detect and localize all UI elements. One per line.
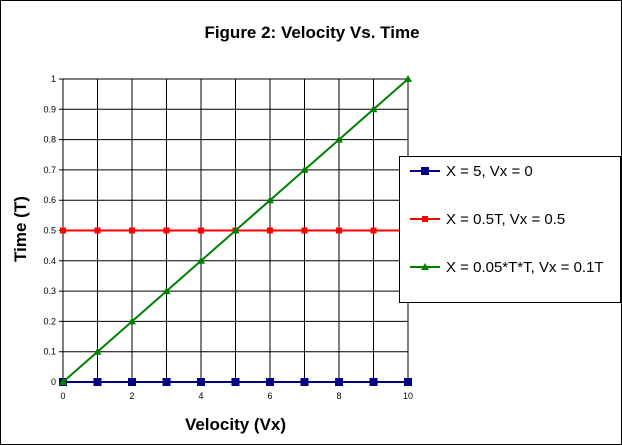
y-axis-label: Time (T)	[11, 196, 30, 262]
data-point	[93, 347, 102, 355]
data-point	[267, 227, 273, 234]
data-point	[369, 378, 378, 386]
y-tick-label: 0.9	[43, 104, 56, 114]
legend-label-1: X = 0.5T, Vx = 0.5	[446, 211, 566, 228]
data-point	[335, 378, 343, 386]
y-tick-label: 0.1	[43, 347, 56, 357]
data-point	[60, 227, 66, 234]
x-axis-label: Velocity (Vx)	[184, 415, 287, 434]
x-tick-label: 0	[60, 391, 65, 401]
data-point	[300, 165, 309, 173]
y-tick-label: 0.8	[43, 135, 56, 145]
legend-marker-0	[410, 167, 440, 175]
data-point	[197, 256, 205, 264]
legend: X = 5, Vx = 0 X = 0.5T, Vx = 0.5 X = 0.0…	[399, 156, 621, 303]
data-point	[404, 75, 412, 82]
data-point	[197, 378, 205, 386]
x-tick-label: 6	[267, 391, 272, 401]
legend-marker-1	[410, 216, 440, 222]
legend-label-0: X = 5, Vx = 0	[446, 163, 533, 180]
data-point	[128, 317, 136, 325]
x-tick-label: 8	[336, 391, 341, 401]
data-point	[129, 227, 135, 234]
data-point	[335, 135, 343, 143]
data-point	[163, 227, 170, 234]
y-tick-label: 0.4	[43, 256, 56, 266]
data-point	[336, 227, 342, 234]
data-point	[128, 378, 136, 386]
y-tick-label: 1	[51, 74, 56, 84]
legend-marker-2	[410, 263, 440, 270]
data-point	[231, 226, 240, 234]
data-point	[300, 378, 309, 386]
data-point	[231, 378, 240, 386]
y-tick-label: 0.2	[43, 316, 56, 326]
data-point	[370, 227, 377, 234]
data-point	[404, 378, 412, 386]
data-point	[59, 378, 67, 385]
data-point	[162, 287, 171, 295]
legend-item-0: X = 5, Vx = 0	[410, 163, 533, 180]
data-point	[94, 227, 101, 234]
data-point	[266, 378, 274, 386]
data-point	[266, 196, 274, 204]
data-point	[369, 105, 378, 113]
y-tick-label: 0	[51, 377, 56, 387]
data-point	[198, 227, 204, 234]
legend-item-1: X = 0.5T, Vx = 0.5	[410, 211, 565, 228]
y-tick-label: 0.3	[43, 286, 56, 296]
x-tick-label: 10	[403, 391, 413, 401]
legend-label-2: X = 0.05*T*T, Vx = 0.1T	[446, 259, 604, 276]
data-point	[93, 378, 102, 386]
x-tick-label: 4	[198, 391, 203, 401]
x-tick-label: 2	[129, 391, 134, 401]
chart-title: Figure 2: Velocity Vs. Time	[204, 23, 420, 42]
data-point	[162, 378, 171, 386]
data-point	[301, 227, 308, 234]
legend-item-2: X = 0.05*T*T, Vx = 0.1T	[410, 259, 610, 276]
y-tick-label: 0.6	[43, 195, 56, 205]
y-tick-label: 0.7	[43, 165, 56, 175]
y-tick-label: 0.5	[43, 226, 56, 236]
